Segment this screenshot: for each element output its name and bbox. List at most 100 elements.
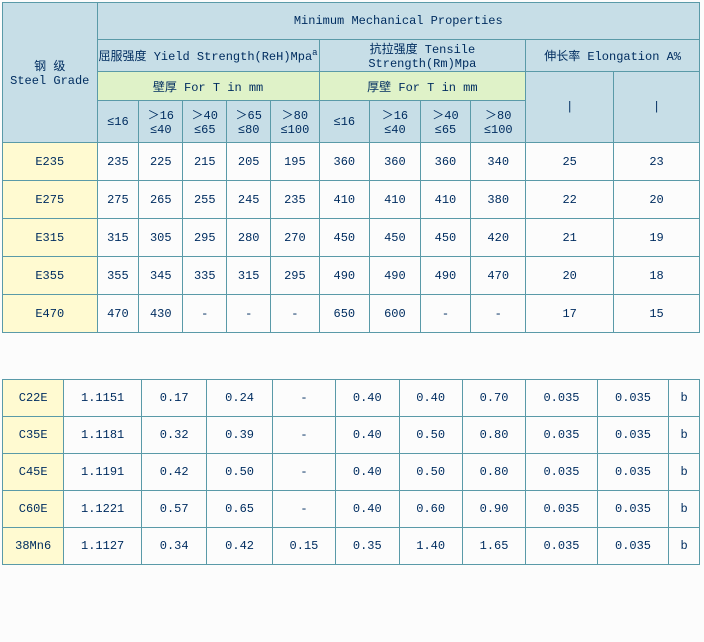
value-cell: 490	[319, 257, 370, 295]
value-cell: 360	[370, 143, 421, 181]
steel-grade-header: 钢 级 Steel Grade	[3, 3, 98, 143]
value-cell: 470	[97, 295, 139, 333]
value-cell: 470	[471, 257, 526, 295]
value-cell: 0.035	[597, 380, 669, 417]
value-cell: 17	[526, 295, 614, 333]
elong-col-2: |	[614, 72, 700, 143]
value-cell: 270	[271, 219, 319, 257]
range-cell: ＞40 ≤65	[420, 101, 471, 143]
value-cell: 0.35	[336, 528, 399, 565]
table-row: C35E1.11810.320.39-0.400.500.800.0350.03…	[3, 417, 700, 454]
value-cell: 255	[183, 181, 227, 219]
value-cell: b	[669, 454, 700, 491]
grade-cell: E315	[3, 219, 98, 257]
value-cell: 19	[614, 219, 700, 257]
table-row: C22E1.11510.170.24-0.400.400.700.0350.03…	[3, 380, 700, 417]
value-cell: -	[420, 295, 471, 333]
value-cell: 0.50	[399, 417, 462, 454]
range-cell: ＞16 ≤40	[370, 101, 421, 143]
value-cell: -	[272, 454, 335, 491]
value-cell: 195	[271, 143, 319, 181]
value-cell: b	[669, 380, 700, 417]
value-cell: -	[272, 380, 335, 417]
value-cell: 1.1181	[64, 417, 142, 454]
value-cell: 0.42	[141, 454, 206, 491]
value-cell: 0.57	[141, 491, 206, 528]
value-cell: 0.70	[462, 380, 525, 417]
value-cell: 22	[526, 181, 614, 219]
table-row: C45E1.11910.420.50-0.400.500.800.0350.03…	[3, 454, 700, 491]
value-cell: -	[272, 491, 335, 528]
range-cell: ＞80 ≤100	[471, 101, 526, 143]
range-cell: ＞65 ≤80	[227, 101, 271, 143]
value-cell: -	[471, 295, 526, 333]
value-cell: 0.15	[272, 528, 335, 565]
value-cell: 1.65	[462, 528, 525, 565]
range-cell: ≤16	[319, 101, 370, 143]
value-cell: 1.1151	[64, 380, 142, 417]
yield-header: 屈服强度 Yield Strength(ReH)Mpaa	[97, 40, 319, 72]
range-cell: ＞16 ≤40	[139, 101, 183, 143]
grade-cell: C45E	[3, 454, 64, 491]
value-cell: 0.40	[399, 380, 462, 417]
value-cell: 0.035	[597, 528, 669, 565]
value-cell: 0.24	[207, 380, 272, 417]
value-cell: 295	[271, 257, 319, 295]
value-cell: 600	[370, 295, 421, 333]
grade-cell: E275	[3, 181, 98, 219]
value-cell: 0.40	[336, 417, 399, 454]
value-cell: 450	[370, 219, 421, 257]
value-cell: 650	[319, 295, 370, 333]
yield-header-text: 屈服强度 Yield Strength(ReH)Mpa	[99, 50, 313, 64]
value-cell: 0.035	[526, 417, 598, 454]
value-cell: 20	[614, 181, 700, 219]
value-cell: 1.1127	[64, 528, 142, 565]
composition-table: C22E1.11510.170.24-0.400.400.700.0350.03…	[2, 379, 700, 565]
value-cell: 490	[370, 257, 421, 295]
value-cell: -	[183, 295, 227, 333]
tensile-header: 抗拉强度 Tensile Strength(Rm)Mpa	[319, 40, 526, 72]
thickness-header-1: 壁厚 For T in mm	[97, 72, 319, 101]
table-row: 38Mn61.11270.340.420.150.351.401.650.035…	[3, 528, 700, 565]
value-cell: 15	[614, 295, 700, 333]
value-cell: 1.40	[399, 528, 462, 565]
value-cell: 0.035	[597, 491, 669, 528]
value-cell: 450	[319, 219, 370, 257]
range-cell: ＞80 ≤100	[271, 101, 319, 143]
yield-sup: a	[312, 48, 317, 58]
value-cell: 0.035	[597, 454, 669, 491]
value-cell: 430	[139, 295, 183, 333]
value-cell: 0.39	[207, 417, 272, 454]
table-row: E3553553453353152954904904904702018	[3, 257, 700, 295]
value-cell: 0.035	[526, 380, 598, 417]
range-cell: ≤16	[97, 101, 139, 143]
value-cell: b	[669, 528, 700, 565]
value-cell: 360	[319, 143, 370, 181]
value-cell: 0.65	[207, 491, 272, 528]
value-cell: -	[227, 295, 271, 333]
value-cell: 0.035	[526, 528, 598, 565]
value-cell: 0.42	[207, 528, 272, 565]
grade-cell: E355	[3, 257, 98, 295]
value-cell: 0.40	[336, 454, 399, 491]
value-cell: 205	[227, 143, 271, 181]
value-cell: 0.50	[399, 454, 462, 491]
value-cell: 225	[139, 143, 183, 181]
value-cell: 0.50	[207, 454, 272, 491]
value-cell: 490	[420, 257, 471, 295]
grade-cell: C35E	[3, 417, 64, 454]
value-cell: 450	[420, 219, 471, 257]
table-row: E2752752652552452354104104103802220	[3, 181, 700, 219]
value-cell: 380	[471, 181, 526, 219]
value-cell: -	[272, 417, 335, 454]
grade-cell: C60E	[3, 491, 64, 528]
value-cell: 410	[319, 181, 370, 219]
value-cell: 315	[227, 257, 271, 295]
value-cell: 0.80	[462, 454, 525, 491]
value-cell: 235	[271, 181, 319, 219]
value-cell: 0.035	[526, 491, 598, 528]
value-cell: 215	[183, 143, 227, 181]
main-title: Minimum Mechanical Properties	[97, 3, 699, 40]
value-cell: 245	[227, 181, 271, 219]
value-cell: 0.035	[526, 454, 598, 491]
